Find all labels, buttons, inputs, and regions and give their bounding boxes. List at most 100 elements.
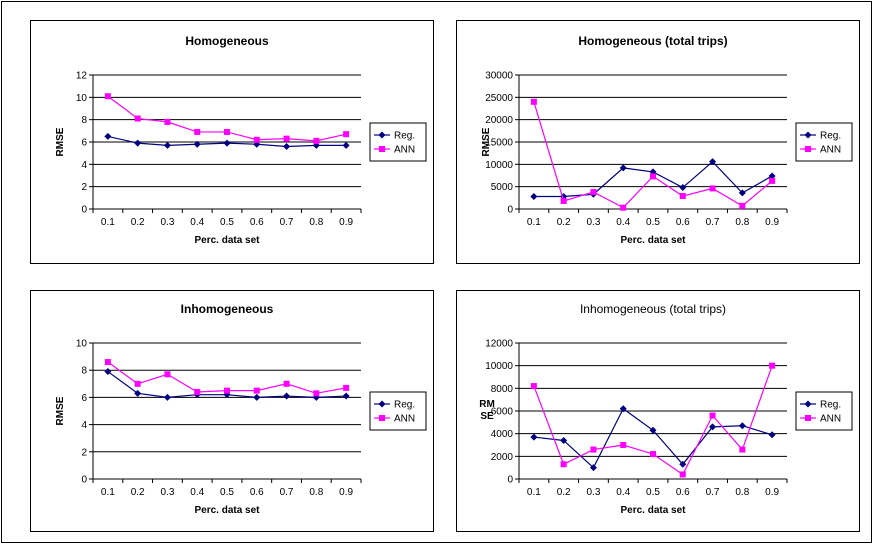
data-point — [104, 368, 112, 376]
x-axis-label: Perc. data set — [194, 505, 260, 516]
y-tick-label: 6 — [81, 393, 87, 404]
data-point — [134, 380, 141, 387]
data-point — [223, 139, 231, 147]
data-point — [679, 471, 686, 478]
y-tick-label: 12000 — [485, 339, 513, 350]
y-axis-label: RMSE — [55, 396, 66, 425]
chart-title: Homogeneous — [185, 34, 269, 48]
x-tick-label: 0.7 — [706, 217, 720, 228]
data-point — [589, 464, 597, 472]
data-point — [620, 442, 627, 448]
data-point — [530, 98, 537, 105]
chart-title: Inhomogeneous (total trips) — [580, 302, 726, 316]
data-point — [530, 383, 537, 390]
data-point — [223, 391, 231, 399]
data-point — [164, 371, 171, 378]
y-axis-label: RMSE — [55, 127, 66, 156]
data-point — [164, 118, 171, 125]
data-point — [343, 384, 350, 391]
chart-title: Homogeneous (total trips) — [578, 34, 727, 48]
data-point — [283, 392, 291, 400]
x-tick-label: 0.5 — [646, 487, 660, 498]
series-line — [533, 365, 773, 476]
data-point — [253, 393, 261, 401]
data-point — [134, 139, 142, 147]
data-point — [649, 426, 657, 434]
data-point — [313, 390, 320, 397]
x-tick-label: 0.8 — [735, 217, 749, 228]
x-axis-label: Perc. data set — [194, 235, 260, 246]
data-point — [104, 132, 112, 140]
y-tick-label: 15000 — [485, 138, 513, 149]
x-tick-label: 0.2 — [557, 487, 571, 498]
data-point — [768, 431, 776, 439]
x-axis-label: Perc. data set — [620, 235, 686, 246]
x-tick-label: 0.3 — [586, 487, 600, 498]
legend-marker — [804, 400, 812, 408]
y-tick-label: 4 — [81, 160, 87, 171]
x-tick-label: 0.1 — [527, 487, 541, 498]
legend-marker — [805, 146, 811, 152]
data-point — [560, 461, 567, 468]
data-point — [253, 136, 260, 143]
chart-inhomogeneous: Inhomogeneous 0 2 4 6 8 10 0.1 0.2 0.3 0.4 0.5 0.6 0.… — [30, 290, 434, 532]
legend-label: Reg. — [820, 131, 841, 142]
legend-marker — [378, 131, 386, 139]
y-tick-label: 0 — [507, 205, 513, 216]
data-point — [104, 359, 111, 366]
data-point — [709, 423, 717, 431]
data-point — [590, 189, 597, 196]
y-tick-label: 2 — [81, 182, 87, 193]
chart-homogeneous-total-trips: Homogeneous (total trips) 0 5000 10000 15000… — [456, 20, 860, 264]
legend-label: Reg. — [394, 131, 415, 142]
x-tick-label: 0.4 — [190, 487, 204, 498]
data-point — [709, 185, 716, 192]
legend-box — [795, 122, 853, 162]
y-tick-label: 0 — [507, 475, 513, 486]
data-point — [530, 192, 538, 200]
y-tick-label: 30000 — [485, 71, 513, 82]
legend-label: ANN — [394, 145, 415, 156]
data-point — [163, 393, 171, 401]
x-tick-label: 0.9 — [339, 487, 353, 498]
data-point — [224, 387, 230, 394]
series-line — [533, 101, 773, 209]
data-point — [283, 380, 290, 387]
data-point — [738, 189, 746, 197]
chart-title: Inhomogeneous — [181, 302, 274, 316]
data-point — [739, 202, 746, 209]
x-tick-label: 0.9 — [765, 217, 779, 228]
x-tick-label: 0.1 — [101, 487, 115, 498]
y-tick-label: 8 — [81, 366, 87, 377]
legend-box — [369, 122, 427, 162]
x-axis-label: Perc. data set — [620, 505, 686, 516]
series-ann — [104, 359, 350, 397]
x-tick-label: 0.1 — [527, 217, 541, 228]
legend-marker — [379, 415, 385, 421]
y-tick-label: 25000 — [485, 93, 513, 104]
x-tick-label: 0.1 — [101, 217, 115, 228]
y-tick-label: 6 — [81, 138, 87, 149]
y-tick-label: 8000 — [491, 384, 514, 395]
data-point — [283, 135, 290, 142]
data-point — [679, 460, 687, 468]
data-point — [650, 173, 656, 180]
legend-label: Reg. — [394, 400, 415, 411]
data-point — [650, 451, 656, 458]
y-axis-label: RMSE — [481, 127, 492, 156]
legend-box — [369, 391, 427, 431]
data-point — [769, 362, 776, 369]
data-point — [283, 142, 291, 150]
x-tick-label: 0.2 — [557, 217, 571, 228]
data-point — [342, 141, 350, 149]
data-point — [679, 184, 687, 192]
legend: Reg. ANN — [369, 122, 427, 162]
legend-label: ANN — [820, 145, 841, 156]
y-tick-label: 12 — [76, 71, 88, 82]
x-tick-label: 0.5 — [220, 487, 234, 498]
chart-svg: Homogeneous (total trips) 0 5000 10000 15000… — [481, 34, 853, 246]
legend-label: Reg. — [820, 400, 841, 411]
legend-label: ANN — [394, 414, 415, 425]
